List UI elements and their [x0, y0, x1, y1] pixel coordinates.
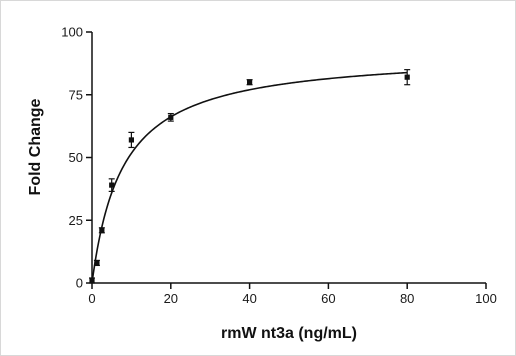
x-tick-label: 20 [164, 291, 178, 306]
y-tick-label: 25 [69, 213, 83, 228]
x-axis-title: rmW nt3a (ng/mL) [221, 325, 357, 342]
data-point [99, 227, 105, 233]
y-tick-label: 0 [76, 276, 83, 291]
x-tick-label: 80 [400, 291, 414, 306]
data-point [128, 137, 134, 143]
y-tick-label: 75 [69, 87, 83, 102]
y-tick-label: 50 [69, 150, 83, 165]
fit-curve [91, 71, 408, 284]
data-point [404, 74, 410, 80]
plot-area: 0 25 50 75 100 0 20 40 60 80 100 [61, 25, 497, 307]
x-tick-label: 0 [88, 291, 95, 306]
x-tick-label: 60 [321, 291, 335, 306]
data-point [89, 277, 95, 284]
y-axis-title: Fold Change [27, 98, 44, 195]
data-point [247, 79, 253, 85]
x-tick-label: 100 [475, 291, 497, 306]
data-point [109, 182, 115, 188]
data-point [94, 260, 100, 266]
y-tick-label: 100 [61, 25, 83, 40]
x-tick-label: 40 [242, 291, 256, 306]
data-point [168, 114, 174, 120]
